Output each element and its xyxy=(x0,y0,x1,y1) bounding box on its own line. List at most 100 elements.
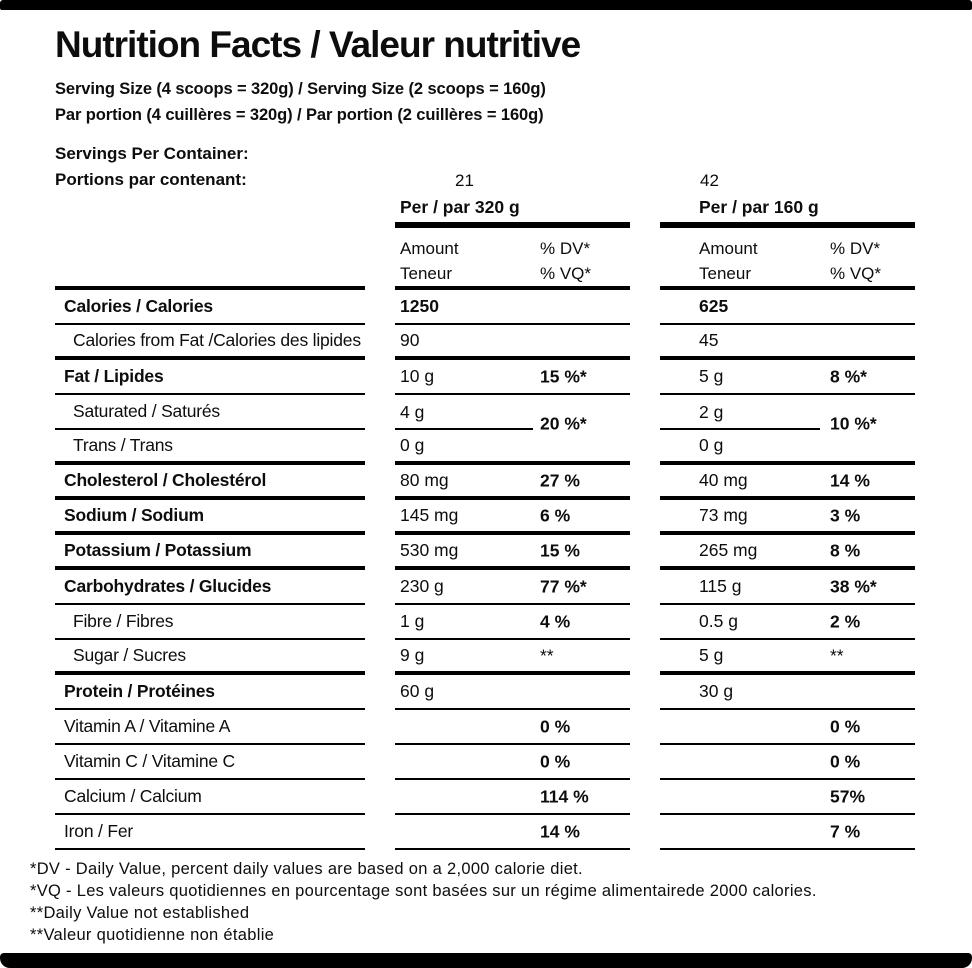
dv-per-160g: 0 % xyxy=(830,716,861,736)
dv-per-320g: 114 % xyxy=(540,786,589,806)
row-cholesterol: Cholesterol / Cholestérol 80 mg 27 % 40 m… xyxy=(55,465,915,500)
dv-per-160g: 57% xyxy=(830,786,866,806)
row-calcium: Calcium / Calcium 114 % 57% xyxy=(55,780,915,815)
amount-per-160g: 2 g xyxy=(699,402,724,422)
dv-per-160g: ** xyxy=(830,645,844,665)
nutrient-label: Sodium / Sodium xyxy=(64,505,204,525)
dv-per-320g: 14 % xyxy=(540,821,580,841)
amount-per-320g: 0 g xyxy=(400,435,425,455)
column-header-per-320g: Per / par 320 g xyxy=(395,197,630,228)
amount-per-320g: 145 mg xyxy=(400,505,459,525)
footnote-dv-not-established: **Daily Value not established xyxy=(30,904,250,922)
row-calories-from-fat: Calories from Fat /Calories des lipides … xyxy=(55,325,915,360)
amount-per-320g: 80 mg xyxy=(400,470,449,490)
nutrient-label: Fibre / Fibres xyxy=(73,611,174,631)
amount-per-160g: 115 g xyxy=(699,576,742,596)
row-sugar: Sugar / Sucres 9 g ** 5 g ** xyxy=(55,640,915,675)
servings-count-320g: 21 xyxy=(455,171,474,190)
serving-size-block: Serving Size (4 scoops = 320g) / Serving… xyxy=(55,76,915,128)
nutrient-label: Carbohydrates / Glucides xyxy=(64,576,272,596)
amount-per-320g: 9 g xyxy=(400,645,425,665)
dv-per-320g: 27 % xyxy=(540,470,580,490)
row-saturated: Saturated / Saturés 4 g 20 %* 2 g 10 %* xyxy=(55,395,915,434)
row-fat: Fat / Lipides 10 g 15 %* 5 g 8 %* xyxy=(55,360,915,395)
amount-per-160g: 45 xyxy=(699,330,719,350)
amount-per-320g: 10 g xyxy=(400,366,435,386)
dv-per-320g: 20 %* xyxy=(540,413,587,434)
dv-per-320g: ** xyxy=(540,645,554,665)
dv-per-320g: 0 % xyxy=(540,751,571,771)
nutrient-label: Protein / Protéines xyxy=(64,681,215,701)
dv-per-160g: 14 % xyxy=(830,470,870,490)
nutrient-label: Fat / Lipides xyxy=(64,366,164,386)
servings-per-container-block: Servings Per Container: Portions par con… xyxy=(55,141,915,193)
amount-per-160g: 0 g xyxy=(699,435,724,455)
dv-per-320g: 0 % xyxy=(540,716,571,736)
dv-per-160g: 3 % xyxy=(830,505,861,525)
footnote-vq: *VQ - Les valeurs quotidiennes en pource… xyxy=(30,882,817,900)
serving-size-line-fr: Par portion (4 cuillères = 320g) / Par p… xyxy=(55,106,544,124)
amount-per-320g: 230 g xyxy=(400,576,444,596)
nutrient-label: Iron / Fer xyxy=(64,821,133,841)
servings-count-160g: 42 xyxy=(700,171,719,190)
amount-per-320g: 90 xyxy=(400,330,420,350)
dv-per-160g: 8 %* xyxy=(830,366,867,386)
row-trans: Trans / Trans 0 g 0 g xyxy=(55,430,915,465)
label-bottom-border xyxy=(0,953,972,968)
amount-per-160g: 625 xyxy=(699,296,729,316)
per-serving-header-row: Per / par 320 g Per / par 160 g xyxy=(55,197,915,228)
dv-header-160g: % DV* % VQ* xyxy=(830,239,882,283)
label-title: Nutrition Facts / Valeur nutritive xyxy=(55,24,581,65)
amount-per-160g: 265 mg xyxy=(699,540,758,560)
amount-dv-header-row: Amount Teneur % DV* % VQ* Amount Teneur … xyxy=(55,228,915,286)
dv-per-160g: 10 %* xyxy=(830,413,877,434)
dv-per-160g: 8 % xyxy=(830,540,861,560)
row-carbohydrates: Carbohydrates / Glucides 230 g 77 %* 115 … xyxy=(55,570,915,605)
row-fibre: Fibre / Fibres 1 g 4 % 0.5 g 2 % xyxy=(55,605,915,640)
row-vitamin-a: Vitamin A / Vitamine A 0 % 0 % xyxy=(55,710,915,745)
nutrient-label: Cholesterol / Cholestérol xyxy=(64,470,267,490)
serving-size-line-en: Serving Size (4 scoops = 320g) / Serving… xyxy=(55,80,546,98)
amount-per-320g: 530 mg xyxy=(400,540,459,560)
column-header-per-160g: Per / par 160 g xyxy=(660,197,915,228)
nutrient-label: Calories / Calories xyxy=(64,296,213,316)
footnote-dv: *DV - Daily Value, percent daily values … xyxy=(30,860,583,878)
nutrition-label: Nutrition Facts / Valeur nutritive Servi… xyxy=(55,10,915,850)
amount-per-160g: 5 g xyxy=(699,645,724,665)
dv-per-320g: 4 % xyxy=(540,611,571,631)
amount-per-160g: 30 g xyxy=(699,681,734,701)
dv-per-320g: 15 % xyxy=(540,540,580,560)
dv-per-320g: 6 % xyxy=(540,505,571,525)
amount-per-320g: 1 g xyxy=(400,611,425,631)
dv-header-320g: % DV* % VQ* xyxy=(540,239,592,283)
nutrient-label: Vitamin A / Vitamine A xyxy=(64,716,231,736)
amount-per-160g: 40 mg xyxy=(699,470,748,490)
nutrient-label: Calcium / Calcium xyxy=(64,786,202,806)
amount-per-320g: 4 g xyxy=(400,402,425,422)
dv-per-160g: 2 % xyxy=(830,611,861,631)
amount-per-160g: 0.5 g xyxy=(699,611,738,631)
dv-per-160g: 38 %* xyxy=(830,576,877,596)
row-potassium: Potassium / Potassium 530 mg 15 % 265 mg 8… xyxy=(55,535,915,570)
row-iron: Iron / Fer 14 % 7 % xyxy=(55,815,915,850)
amount-per-160g: 5 g xyxy=(699,366,724,386)
row-sodium: Sodium / Sodium 145 mg 6 % 73 mg 3 % xyxy=(55,500,915,535)
row-calories: Calories / Calories 1250 625 xyxy=(55,290,915,325)
dv-per-320g: 15 %* xyxy=(540,366,587,386)
nutrient-label: Sugar / Sucres xyxy=(73,645,186,665)
nutrient-label: Trans / Trans xyxy=(73,435,173,455)
dv-per-160g: 0 % xyxy=(830,751,861,771)
row-vitamin-c: Vitamin C / Vitamine C 0 % 0 % xyxy=(55,745,915,780)
amount-per-320g: 1250 xyxy=(400,296,439,316)
amount-per-320g: 60 g xyxy=(400,681,435,701)
footnote-vq-non-etablie: **Valeur quotidienne non établie xyxy=(30,926,275,944)
nutrient-label: Saturated / Saturés xyxy=(73,401,220,421)
table-top-divider xyxy=(55,286,915,290)
footnotes: *DV - Daily Value, percent daily values … xyxy=(30,858,942,946)
servings-per-container-fr: Portions par contenant: xyxy=(55,170,247,189)
nutrient-label: Potassium / Potassium xyxy=(64,540,252,560)
dv-per-160g: 7 % xyxy=(830,821,861,841)
label-top-border xyxy=(0,0,972,10)
row-protein: Protein / Protéines 60 g 30 g xyxy=(55,675,915,710)
servings-per-container-en: Servings Per Container: xyxy=(55,144,249,163)
